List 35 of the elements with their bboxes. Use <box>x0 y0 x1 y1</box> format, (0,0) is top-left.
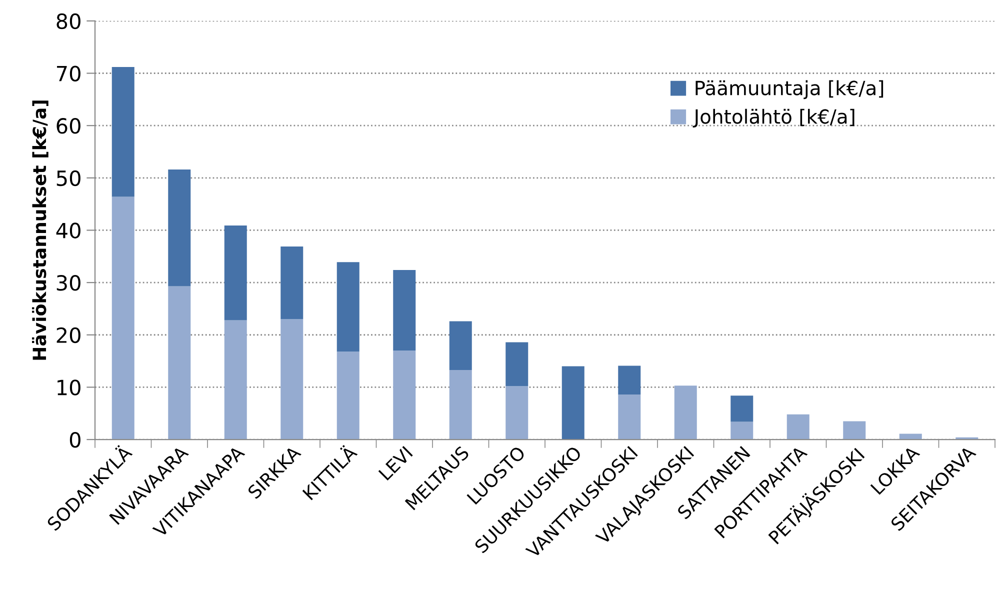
bar <box>280 319 304 440</box>
legend-label: Johtolähtö [k€/a] <box>692 108 854 128</box>
bar <box>562 366 584 440</box>
bar <box>280 246 304 320</box>
bar <box>336 352 360 440</box>
bar <box>449 321 472 370</box>
bar <box>843 421 866 440</box>
bar <box>168 286 191 440</box>
y-tick-label: 30 <box>56 275 80 291</box>
bar <box>393 350 416 440</box>
y-tick-label: 40 <box>56 222 80 238</box>
y-tick-label: 10 <box>58 380 80 396</box>
bar <box>618 366 641 395</box>
y-tick-label: 20 <box>56 327 80 344</box>
bar <box>224 320 247 440</box>
y-tick-label: 70 <box>57 66 80 82</box>
bar <box>786 414 810 440</box>
bar <box>730 422 754 440</box>
y-tick-label: 60 <box>56 118 80 134</box>
bar <box>674 386 697 440</box>
y-tick-label: 50 <box>56 170 80 186</box>
bar <box>506 386 528 440</box>
bar <box>224 226 247 320</box>
bar <box>449 370 472 440</box>
bar <box>618 394 641 440</box>
bar <box>112 196 134 440</box>
bar <box>393 270 416 351</box>
bar <box>168 170 191 286</box>
y-tick-label: 80 <box>56 13 80 30</box>
bar <box>506 342 528 386</box>
legend-label: Päämuuntaja [k€/a] <box>696 80 884 100</box>
y-axis-title: Häviökustannukset [k€/a] <box>32 100 48 360</box>
bar <box>730 396 754 422</box>
bar <box>112 66 134 197</box>
bar <box>336 262 360 352</box>
